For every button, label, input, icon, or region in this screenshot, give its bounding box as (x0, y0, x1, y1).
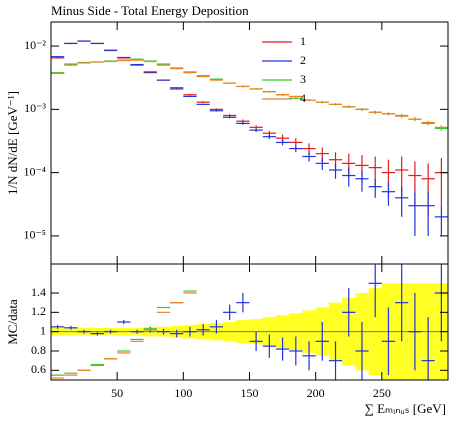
y-tick-label: 1.4 (31, 285, 46, 299)
ratio-axis-label: MC/data (5, 299, 20, 345)
y-tick-label: 1 (40, 323, 46, 337)
x-axis-label: ∑ Eₘᵢₙᵤₛ [GeV] (365, 401, 446, 416)
ratio-frame (50, 263, 449, 381)
main-frame (50, 21, 449, 265)
x-tick-label: 200 (307, 386, 325, 400)
y-tick-label: 1.2 (31, 304, 46, 318)
y-tick-label: 10⁻⁵ (23, 228, 46, 242)
y-tick-label: 10⁻³ (24, 101, 46, 115)
x-tick-label: 50 (111, 386, 123, 400)
legend-label: 1 (300, 34, 306, 48)
x-tick-label: 250 (373, 386, 391, 400)
x-tick-label: 150 (241, 386, 259, 400)
x-tick-label: 100 (174, 386, 192, 400)
y-tick-label: 0.8 (31, 343, 46, 357)
plot-area (51, 264, 448, 380)
legend-label: 3 (300, 72, 306, 86)
chart-title: Minus Side - Total Energy Deposition (51, 3, 249, 18)
legend-label: 2 (300, 53, 306, 67)
y-tick-label: 0.6 (31, 362, 46, 376)
plot-area (51, 40, 448, 236)
plot-layer: 10⁻² 10⁻³ 10⁻⁴ 10⁻⁵ 1 2 3 4 50 100 150 200 250 0.6 0.8… (23, 22, 448, 400)
y-tick-label: 10⁻⁴ (23, 164, 46, 178)
y-tick-label: 10⁻² (24, 38, 46, 52)
y-axis-label: 1/N dN/dE [GeV⁻¹] (5, 91, 20, 195)
legend-label: 4 (300, 91, 306, 105)
